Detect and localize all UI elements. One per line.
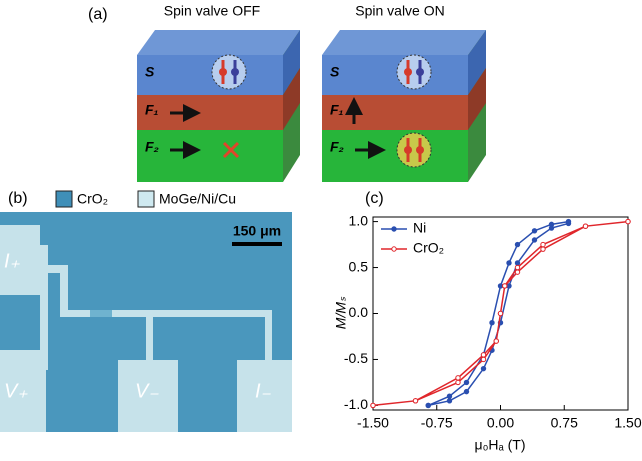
legend-marker (392, 227, 396, 231)
layer-block-off (137, 30, 300, 182)
legend-marker (392, 247, 396, 251)
point (494, 339, 498, 343)
point (503, 284, 507, 288)
block-title: Spin valve OFF (164, 3, 260, 19)
layer-label: F₁ (330, 102, 344, 118)
point (515, 270, 519, 274)
x-tick-label: -0.75 (421, 415, 453, 431)
layer-label: F₂ (330, 139, 344, 155)
point (507, 284, 511, 288)
y-tick-label: -1.0 (344, 396, 368, 412)
point (464, 389, 468, 393)
point (515, 265, 519, 269)
point (626, 219, 630, 223)
point (549, 222, 553, 226)
y-axis-label: M/Mₛ (333, 296, 349, 329)
contact-label: V₊ (4, 380, 28, 402)
x-tick-label: 0.75 (551, 415, 578, 431)
panel-label: (b) (8, 190, 28, 207)
contact-label: I₊ (4, 250, 21, 272)
point (481, 366, 485, 370)
legend-swatch (56, 191, 72, 207)
point (464, 380, 468, 384)
layer-label: F₂ (145, 139, 159, 155)
layer-label: F₁ (145, 102, 159, 118)
legend-label: CrO₂ (413, 240, 444, 256)
point (566, 219, 570, 223)
x-axis-label: μ₀Hₐ (T) (475, 437, 526, 453)
point (456, 376, 460, 380)
point (371, 403, 375, 407)
point (447, 399, 451, 403)
point (583, 224, 587, 228)
point (413, 399, 417, 403)
point (447, 394, 451, 398)
point (498, 284, 502, 288)
y-tick-label: 0.0 (349, 304, 369, 320)
point (541, 247, 545, 251)
figure: (a) Spin valve OFF Spin valve ON S F₁ F₂ (0, 0, 642, 461)
point (481, 357, 485, 361)
x-tick-label: -1.50 (357, 415, 389, 431)
layer-label: S (145, 64, 155, 80)
scale-bar-label: 150 μm (233, 223, 281, 239)
point (456, 380, 460, 384)
legend-label: MoGe/Ni/Cu (159, 191, 236, 207)
panel-label: (a) (88, 6, 108, 23)
legend-label: CrO₂ (77, 191, 108, 207)
contact-label: I₋ (255, 380, 272, 402)
panel-label: (c) (365, 190, 384, 207)
point (507, 261, 511, 265)
layer-label: S (330, 64, 340, 80)
legend-label: Ni (413, 220, 426, 236)
point (532, 229, 536, 233)
legend-swatch (138, 191, 154, 207)
layer-block-on (322, 30, 486, 182)
point (426, 403, 430, 407)
y-tick-label: -0.5 (344, 350, 368, 366)
y-tick-label: 1.0 (349, 212, 369, 228)
point (498, 311, 502, 315)
point (541, 242, 545, 246)
block-title: Spin valve ON (355, 3, 444, 19)
x-tick-label: 1.50 (614, 415, 641, 431)
point (481, 353, 485, 357)
contact-label: V₋ (135, 380, 159, 402)
x-tick-label: 0.00 (487, 415, 514, 431)
point (515, 242, 519, 246)
point (532, 238, 536, 242)
point (490, 320, 494, 324)
y-tick-label: 0.5 (349, 258, 369, 274)
point (515, 261, 519, 265)
